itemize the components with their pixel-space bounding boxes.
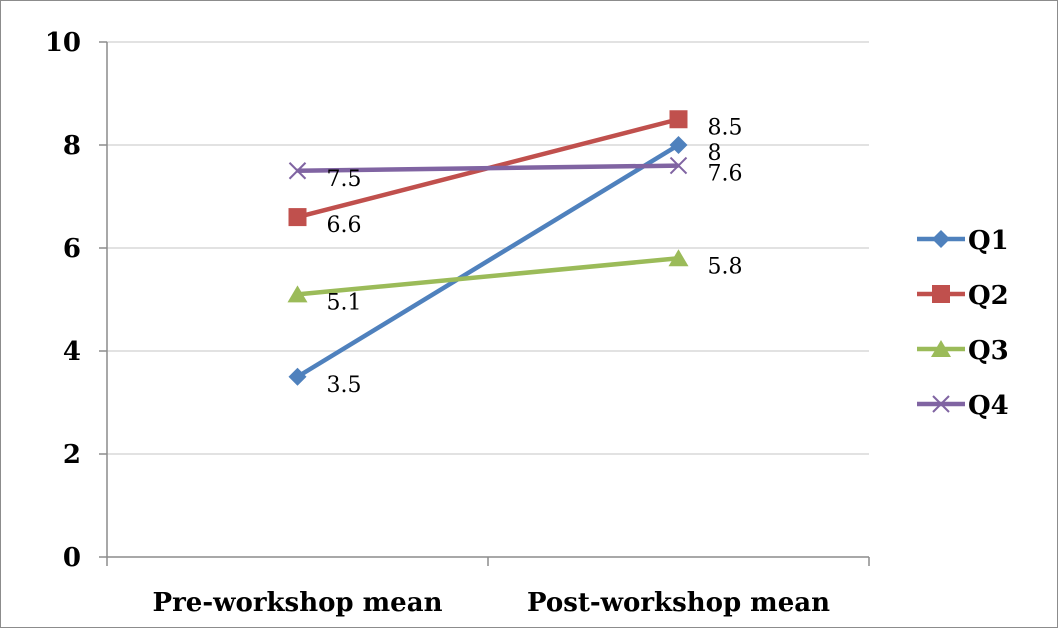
data-label: 8 bbox=[708, 141, 722, 166]
y-tick-label: 0 bbox=[63, 543, 81, 573]
data-label: 8.5 bbox=[708, 115, 743, 140]
legend-label: Q1 bbox=[968, 226, 1009, 256]
legend-marker-q3 bbox=[931, 340, 951, 357]
data-label: 5.1 bbox=[327, 290, 362, 315]
legend-label: Q4 bbox=[968, 391, 1009, 421]
data-point-q2 bbox=[288, 208, 307, 227]
series-line-q3 bbox=[297, 256, 679, 297]
x-tick-label: Post-workshop mean bbox=[527, 588, 830, 618]
series-line-q1 bbox=[296, 143, 680, 379]
series-line-q4 bbox=[297, 163, 679, 173]
y-tick-label: 10 bbox=[45, 28, 81, 58]
data-point-q3 bbox=[287, 285, 308, 303]
data-point-q3 bbox=[668, 249, 689, 267]
data-label: 7.6 bbox=[708, 162, 743, 187]
legend-label: Q3 bbox=[968, 336, 1009, 366]
legend-marker-q1 bbox=[932, 230, 950, 248]
data-point-q2 bbox=[669, 110, 688, 129]
data-label: 6.6 bbox=[327, 213, 362, 238]
data-label: 7.5 bbox=[327, 167, 362, 192]
y-tick-label: 2 bbox=[63, 440, 81, 470]
data-label: 5.8 bbox=[708, 254, 743, 279]
y-tick-label: 8 bbox=[63, 131, 81, 161]
y-tick-label: 6 bbox=[63, 234, 81, 264]
data-point-q1 bbox=[288, 367, 307, 386]
y-tick-label: 4 bbox=[63, 337, 81, 367]
x-tick-label: Pre-workshop mean bbox=[153, 588, 443, 618]
data-label: 3.5 bbox=[327, 373, 362, 398]
legend-marker-q2 bbox=[932, 285, 950, 303]
legend-label: Q2 bbox=[968, 281, 1009, 311]
data-point-q1 bbox=[669, 136, 688, 154]
legend-marker-q4 bbox=[932, 395, 950, 413]
data-point-q4 bbox=[669, 156, 688, 175]
data-point-q4 bbox=[288, 162, 307, 180]
